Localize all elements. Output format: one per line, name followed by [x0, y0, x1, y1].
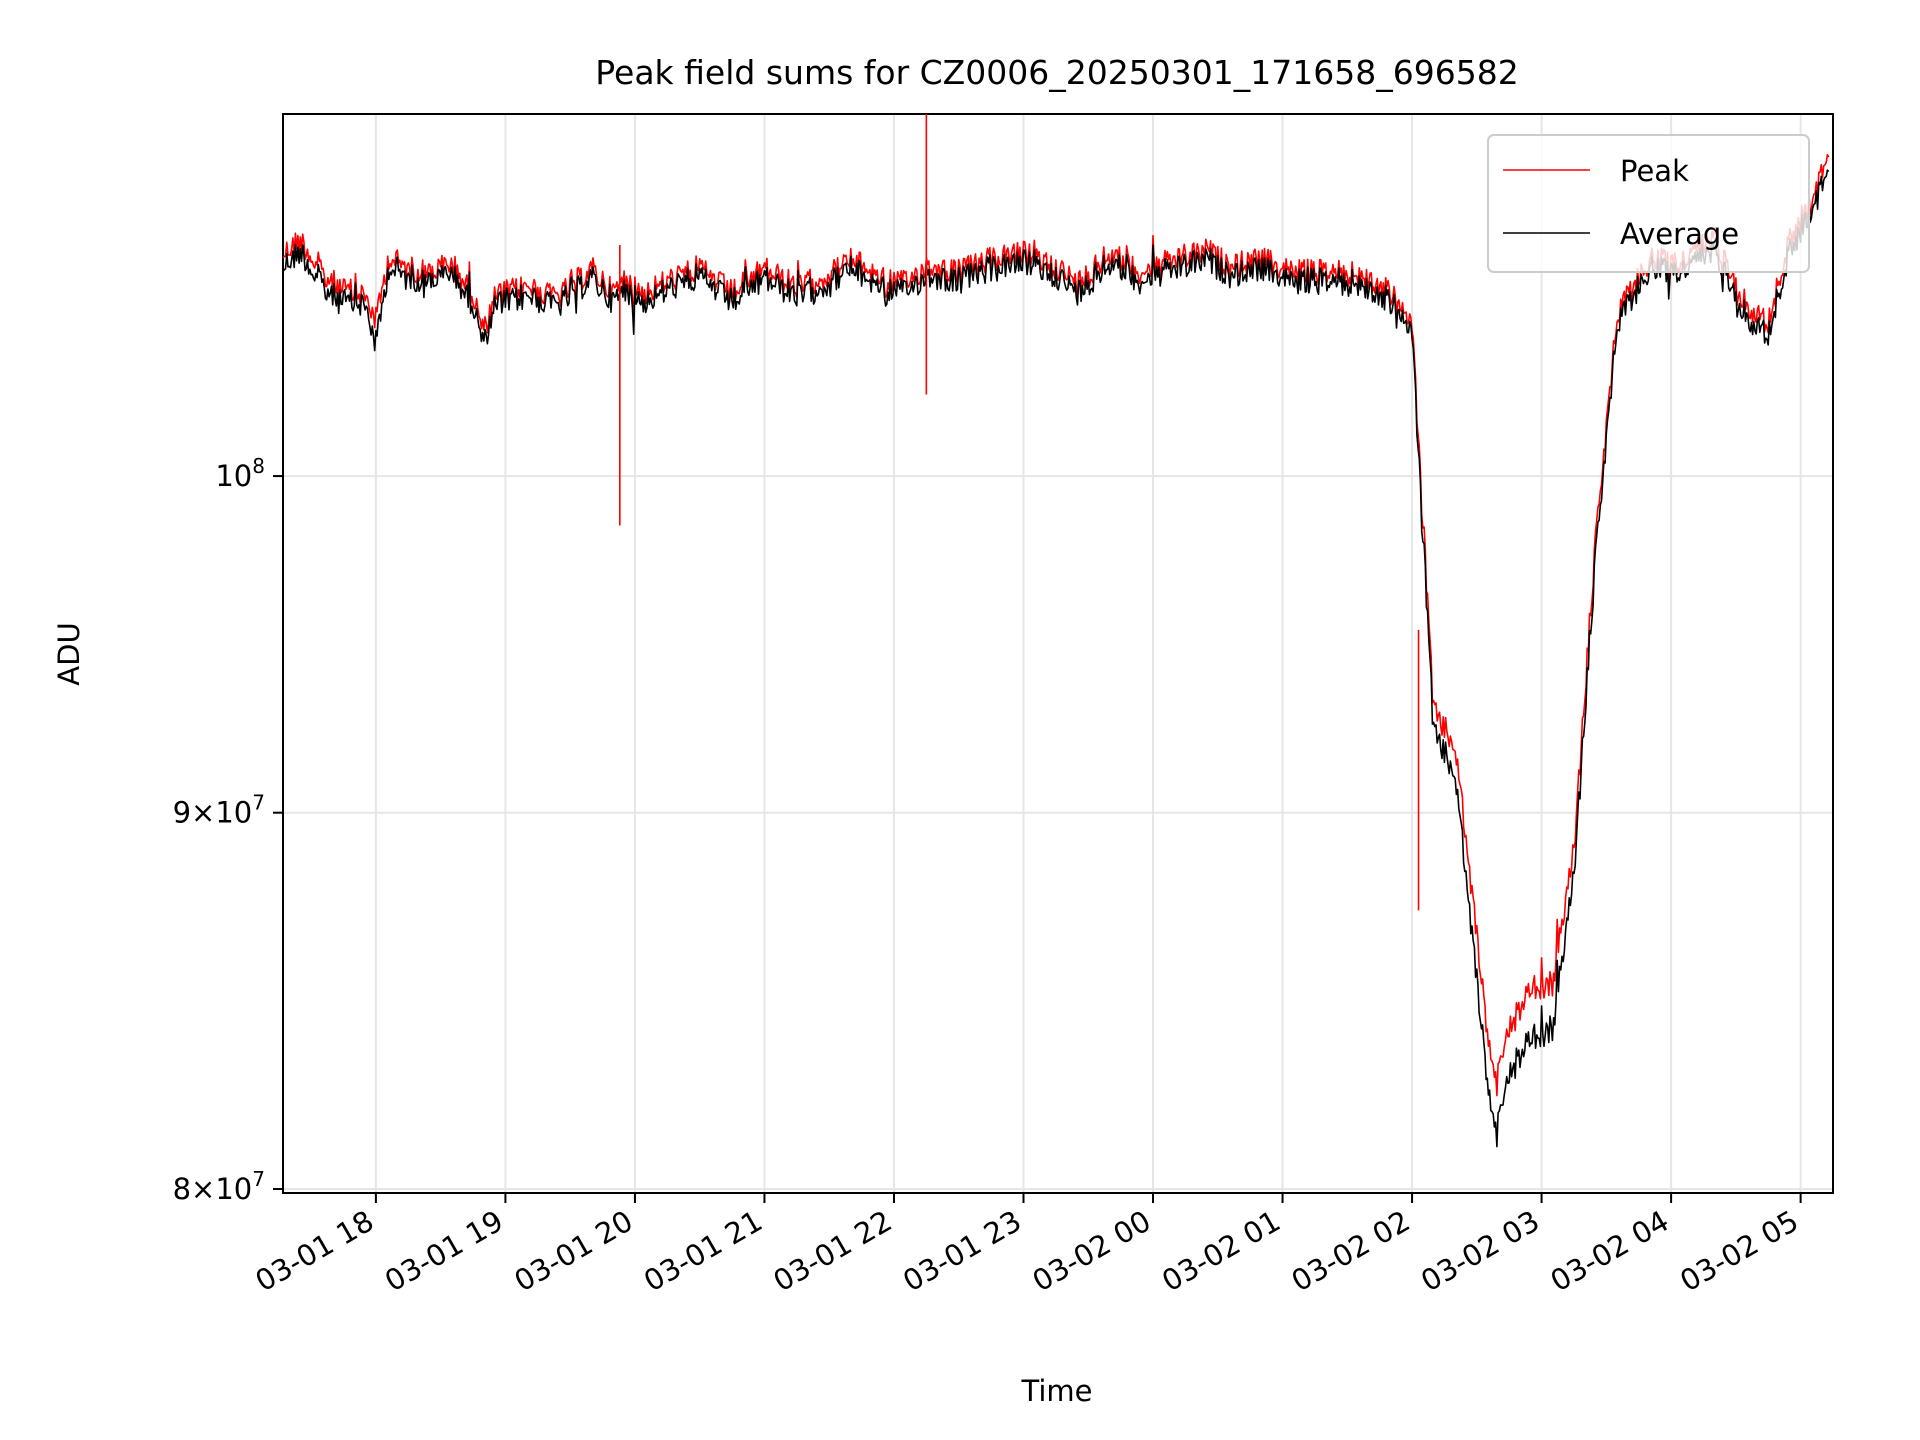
legend-average-label: Average [1620, 217, 1739, 251]
legend: Peak Average [1487, 134, 1810, 273]
plot-frame [282, 113, 1834, 1194]
series-line-peak [282, 153, 1830, 1097]
series-layer [282, 114, 1830, 1148]
y-tick-label: 8×107 [173, 1167, 265, 1206]
y-axis: 8×107 9×107 108 [173, 454, 283, 1206]
chart-title: Peak field sums for CZ0006_20250301_1716… [595, 53, 1518, 92]
x-axis-label: Time [1021, 1374, 1093, 1408]
legend-peak-label: Peak [1620, 154, 1689, 188]
y-tick-label: 9×107 [173, 791, 265, 830]
series-line-average [282, 169, 1830, 1148]
y-axis-label: ADU [52, 622, 86, 685]
y-tick-label: 108 [215, 454, 265, 493]
